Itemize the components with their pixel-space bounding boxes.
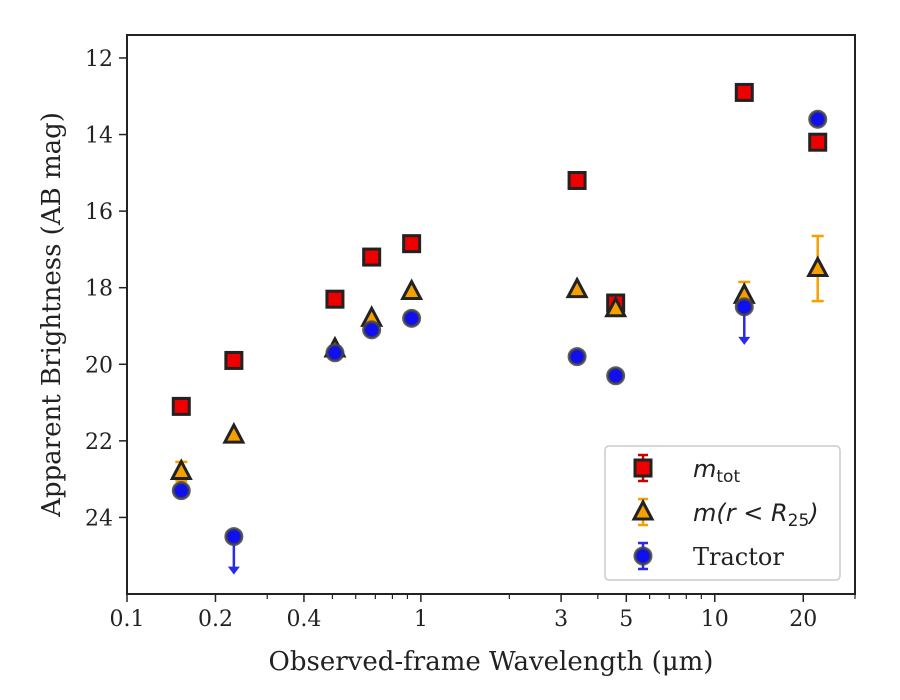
aperture-marker [604, 295, 628, 318]
tractor-marker [633, 546, 653, 566]
x-tick-label: 0.2 [198, 607, 233, 632]
axis-ticks: 0.1 0.2 0.4 1 3 5 10 20 12 14 16 18 20 22 24 [85, 47, 856, 632]
x-tick-label: 1 [414, 607, 428, 632]
upper-limit-arrow [738, 336, 751, 345]
upper-limit-arrow [227, 566, 240, 575]
aperture-marker [400, 278, 424, 301]
x-tick-label: 20 [789, 607, 817, 632]
aperture-marker [169, 458, 193, 480]
legend-label: mtot [693, 455, 740, 487]
mtot-marker [171, 396, 191, 416]
aperture-marker [631, 498, 655, 521]
mtot-marker [362, 247, 382, 267]
data-markers [169, 82, 830, 547]
mtot-marker [734, 82, 754, 102]
tractor-marker [362, 320, 382, 340]
x-tick-label: 0.4 [286, 607, 321, 632]
x-tick-label: 5 [619, 607, 633, 632]
tractor-marker [224, 527, 244, 547]
mtot-marker [325, 289, 345, 309]
mtot-marker [224, 350, 244, 370]
tractor-marker [734, 297, 754, 317]
aperture-marker [565, 276, 589, 299]
x-tick-label: 3 [554, 607, 568, 632]
x-tick-label: 0.1 [110, 607, 145, 632]
x-tick-label: 10 [701, 607, 729, 632]
y-axis-title: Apparent Brightness (AB mag) [37, 112, 67, 518]
y-tick-label: 14 [85, 124, 113, 149]
tractor-marker [171, 481, 191, 501]
legend-label: m(r < R25) [693, 499, 819, 531]
tractor-marker [567, 347, 587, 367]
plot-frame [126, 34, 856, 595]
legend-label: Tractor [693, 543, 784, 571]
aperture-marker [222, 421, 246, 444]
legend: mtot m(r < R25) Tractor [604, 445, 841, 581]
mtot-marker [402, 234, 422, 254]
y-tick-label: 12 [85, 47, 113, 72]
mtot-marker [808, 132, 828, 152]
y-tick-label: 22 [85, 430, 113, 455]
tractor-marker [606, 366, 626, 386]
legend-box [604, 445, 841, 581]
y-tick-label: 20 [85, 353, 113, 378]
mtot-marker [633, 458, 653, 478]
aperture-marker [806, 255, 830, 278]
x-axis-title: Observed-frame Wavelength (μm) [269, 647, 714, 677]
y-tick-label: 24 [85, 506, 113, 531]
y-tick-label: 16 [85, 200, 113, 225]
tractor-marker [325, 343, 345, 363]
tractor-marker [402, 308, 422, 328]
mtot-marker [567, 170, 587, 190]
y-tick-label: 18 [85, 277, 113, 302]
tractor-marker [808, 109, 828, 129]
